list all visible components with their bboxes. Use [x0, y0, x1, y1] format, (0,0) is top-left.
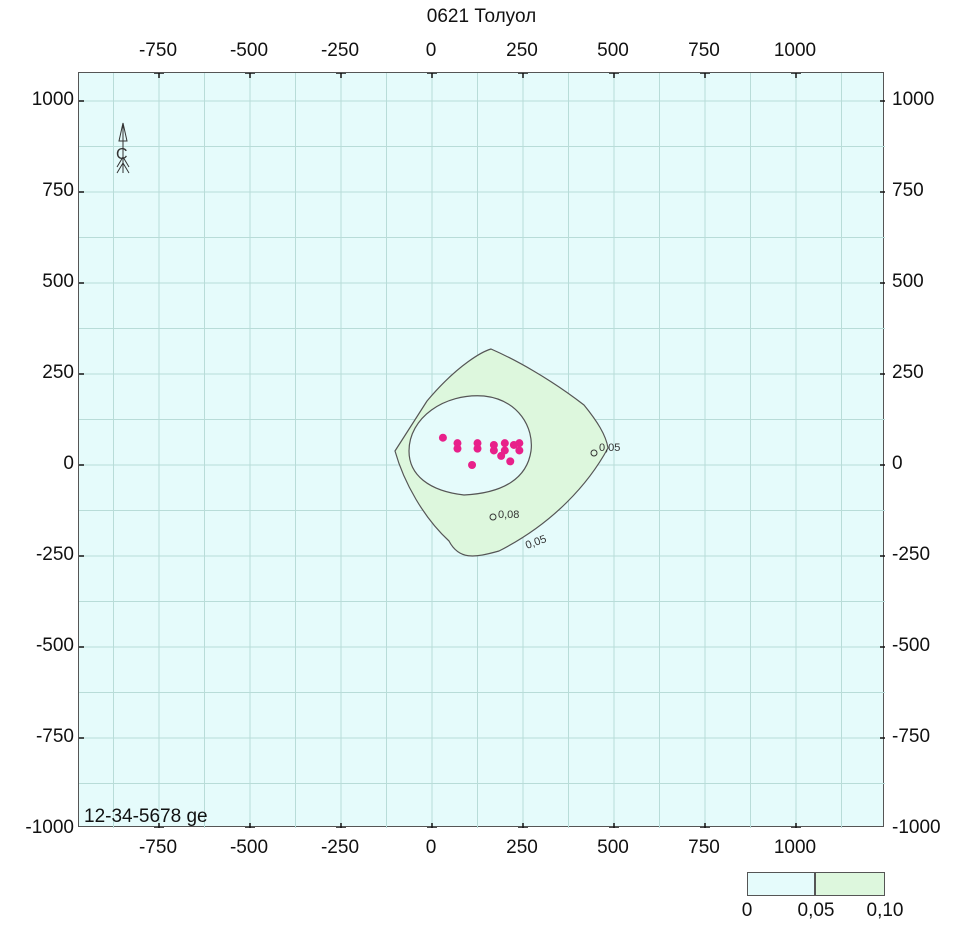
y-tick-label-right: 1000	[892, 89, 935, 110]
legend-bar	[747, 872, 885, 896]
legend-label-max: 0,10	[866, 900, 904, 921]
source-point	[438, 433, 447, 442]
y-tick-label-left: 250	[42, 362, 74, 383]
emission-sources	[438, 433, 524, 469]
x-tick-label-top: 0	[425, 40, 437, 61]
x-tick-label-bottom: 0	[425, 837, 437, 858]
source-point	[500, 439, 509, 448]
y-tick-label-left: -1000	[25, 817, 74, 838]
page-title: 0621 Толуол	[426, 6, 537, 27]
y-tick-label-right: 750	[892, 180, 924, 201]
x-tick-label-top: -250	[320, 40, 360, 61]
y-tick-label-left: 500	[42, 271, 74, 292]
isoline-label-1: 0,08	[498, 509, 519, 521]
y-tick-label-left: 750	[42, 180, 74, 201]
source-point	[453, 444, 462, 453]
source-point	[515, 446, 524, 455]
compass-label: С	[116, 146, 128, 163]
source-point	[489, 446, 498, 455]
y-tick-label-right: -250	[892, 544, 931, 565]
y-tick-label-right: -750	[892, 726, 931, 747]
y-tick-label-right: 0	[892, 453, 903, 474]
legend-label-min: 0	[741, 900, 753, 921]
isoline-label-2: 0,05	[599, 442, 620, 454]
legend-segment-low	[748, 873, 816, 895]
y-tick-label-left: 0	[63, 453, 74, 474]
y-tick-label-right: 500	[892, 271, 924, 292]
x-tick-label-top: 500	[597, 40, 629, 61]
y-tick-label-left: 1000	[31, 89, 74, 110]
x-tick-label-top: 1000	[773, 40, 817, 61]
x-tick-label-bottom: -250	[320, 837, 360, 858]
source-point	[468, 461, 477, 469]
y-tick-label-left: -500	[35, 635, 74, 656]
y-tick-label-left: -750	[35, 726, 74, 747]
isoline-label-3: 0,05	[524, 533, 548, 552]
isoline-marker-3: 0,05	[524, 533, 548, 552]
x-tick-label-bottom: -500	[229, 837, 269, 858]
x-tick-label-bottom: 250	[506, 837, 538, 858]
compass-icon: С	[116, 122, 130, 174]
y-tick-label-right: -1000	[892, 817, 941, 838]
isoline-marker-2: 0,05	[590, 442, 620, 457]
map-code: 12-34-5678 ge	[84, 806, 208, 827]
source-point	[506, 457, 515, 466]
x-tick-label-bottom: 500	[597, 837, 629, 858]
isoline-marker-1: 0,08	[489, 509, 519, 521]
x-tick-label-top: 750	[688, 40, 720, 61]
y-tick-label-left: -250	[35, 544, 74, 565]
source-point	[497, 451, 506, 460]
x-tick-label-top: -750	[138, 40, 178, 61]
legend-segment-high	[816, 873, 884, 895]
x-tick-label-bottom: -750	[138, 837, 178, 858]
y-tick-label-right: -500	[892, 635, 931, 656]
map-canvas: 0,08 0,05 0,05 С	[79, 73, 885, 828]
x-tick-label-top: 250	[506, 40, 538, 61]
source-point	[515, 439, 524, 448]
legend-label-mid: 0,05	[797, 900, 835, 921]
x-tick-label-top: -500	[229, 40, 269, 61]
x-tick-label-bottom: 1000	[773, 837, 817, 858]
isoline-inner	[408, 395, 532, 496]
x-tick-label-bottom: 750	[688, 837, 720, 858]
y-tick-label-right: 250	[892, 362, 924, 383]
map-frame[interactable]: 0,08 0,05 0,05 С	[78, 72, 885, 828]
source-point	[473, 444, 482, 453]
